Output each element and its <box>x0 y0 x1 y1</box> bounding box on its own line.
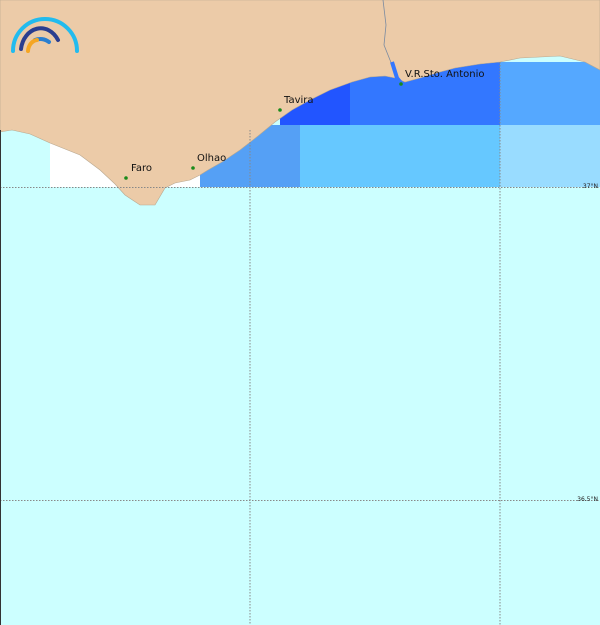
latitude-label-36-5n: 36.5°N <box>577 496 598 503</box>
city-marker-faro[interactable] <box>124 176 128 180</box>
grid-cell <box>500 62 600 125</box>
rainbow-arcs-logo <box>11 17 79 53</box>
city-label-vrsa: V.R.Sto. Antonio <box>405 69 485 80</box>
city-label-tavira: Tavira <box>284 95 314 106</box>
city-marker-olhao[interactable] <box>191 166 195 170</box>
grid-cell <box>500 125 600 187</box>
city-marker-vrsa[interactable] <box>399 82 403 86</box>
city-label-faro: Faro <box>131 163 152 174</box>
latitude-label-37n: 37°N <box>582 183 598 190</box>
land <box>0 0 600 206</box>
city-label-olhao: Olhao <box>197 153 227 164</box>
grid-cell <box>300 125 500 187</box>
city-marker-tavira[interactable] <box>278 108 282 112</box>
estuary <box>390 61 404 86</box>
